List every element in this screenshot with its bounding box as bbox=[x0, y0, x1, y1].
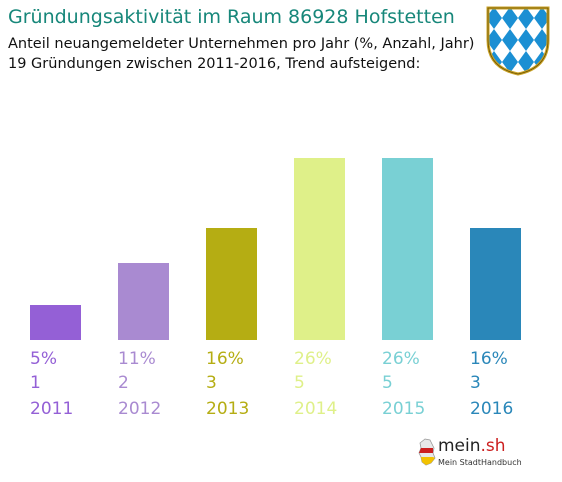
year-label-2015: 2015 bbox=[382, 399, 425, 419]
count-label-2012: 2 bbox=[118, 373, 129, 393]
bar-2013 bbox=[206, 228, 257, 340]
logo-wordmark: mein.sh bbox=[438, 436, 506, 456]
year-label-2014: 2014 bbox=[294, 399, 337, 419]
chart-subtitle: Anteil neuangemeldeter Unternehmen pro J… bbox=[8, 36, 475, 52]
year-label-2012: 2012 bbox=[118, 399, 161, 419]
mein-sh-logo: mein.sh Mein StadtHandbuch bbox=[416, 434, 526, 474]
year-label-2016: 2016 bbox=[470, 399, 513, 419]
bar-2014 bbox=[294, 158, 345, 340]
bar-2011 bbox=[30, 305, 81, 340]
bavarian-lozenge-crest-icon bbox=[486, 6, 550, 76]
count-label-2013: 3 bbox=[206, 373, 217, 393]
percent-label-2012: 11% bbox=[118, 349, 156, 369]
bar-2016 bbox=[470, 228, 521, 340]
count-label-2014: 5 bbox=[294, 373, 305, 393]
count-label-2011: 1 bbox=[30, 373, 41, 393]
percent-label-2013: 16% bbox=[206, 349, 244, 369]
bar-2012 bbox=[118, 263, 169, 340]
percent-label-2014: 26% bbox=[294, 349, 332, 369]
percent-label-2011: 5% bbox=[30, 349, 57, 369]
percent-label-2016: 16% bbox=[470, 349, 508, 369]
germany-map-icon bbox=[418, 438, 436, 466]
chart-title: Gründungsaktivität im Raum 86928 Hofstet… bbox=[8, 6, 455, 28]
percent-label-2015: 26% bbox=[382, 349, 420, 369]
chart-summary: 19 Gründungen zwischen 2011-2016, Trend … bbox=[8, 56, 421, 72]
count-label-2015: 5 bbox=[382, 373, 393, 393]
year-label-2011: 2011 bbox=[30, 399, 73, 419]
bar-2015 bbox=[382, 158, 433, 340]
year-label-2013: 2013 bbox=[206, 399, 249, 419]
logo-tagline: Mein StadtHandbuch bbox=[438, 458, 522, 467]
count-label-2016: 3 bbox=[470, 373, 481, 393]
